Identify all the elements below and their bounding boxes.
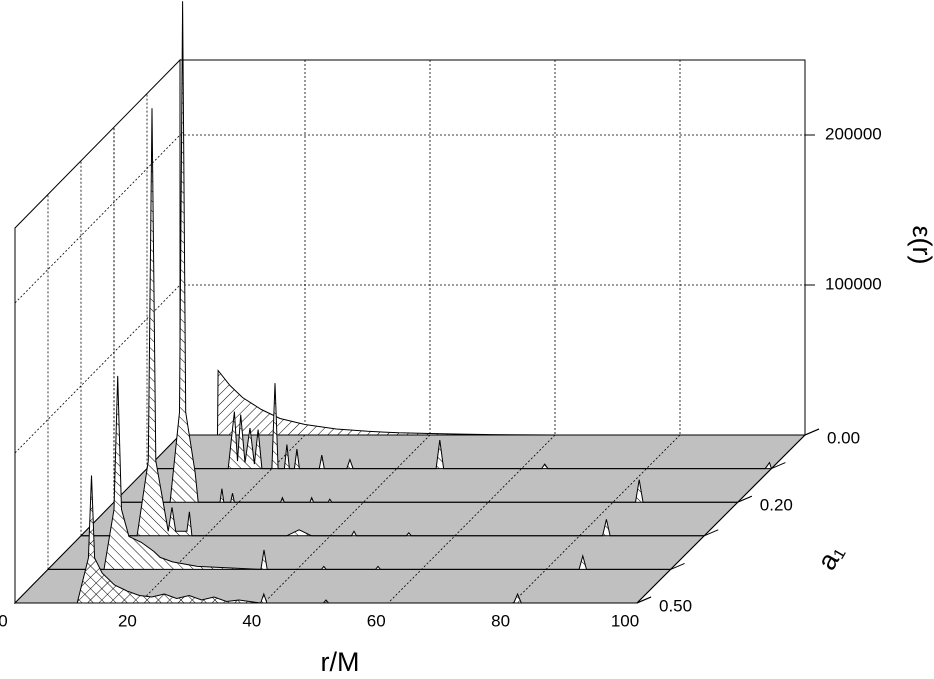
series-area [48, 375, 671, 570]
grid-line [14, 134, 181, 304]
slice-tick [704, 529, 719, 537]
y-tick-label: 100000 [825, 274, 882, 293]
series-line [180, 369, 805, 436]
slice-tick [670, 562, 685, 570]
x-tick-label: 100 [611, 611, 639, 630]
z-tick-label: 0.20 [760, 496, 793, 515]
slice-tick [737, 495, 752, 503]
series-area [114, 1, 738, 503]
slice-tick [636, 596, 652, 604]
y-tick-label: 200000 [825, 124, 882, 143]
x-tick-label: 0 [0, 611, 8, 630]
y-axis-label: ε(r) [907, 225, 934, 264]
slice-tick [771, 462, 786, 470]
floor [13, 434, 807, 604]
series-line [114, 1, 738, 503]
slice-tick [804, 428, 820, 436]
z-tick-label: 0.00 [827, 428, 860, 447]
grid-line [387, 434, 556, 604]
back-wall [179, 59, 806, 436]
grid-line [263, 434, 431, 604]
z-axis-label: a₁ [811, 539, 849, 575]
series-area [180, 370, 805, 435]
x-tick-label: 60 [367, 611, 386, 630]
x-tick-label: 20 [118, 611, 137, 630]
z-tick-label: 0.50 [659, 596, 692, 615]
x-tick-label: 40 [242, 611, 261, 630]
grid-line [139, 434, 306, 604]
x-axis-label: r/M [321, 647, 360, 677]
x-tick-label: 80 [491, 611, 510, 630]
grid-line [512, 434, 681, 604]
series-line [15, 475, 637, 604]
z-axis [636, 434, 806, 604]
